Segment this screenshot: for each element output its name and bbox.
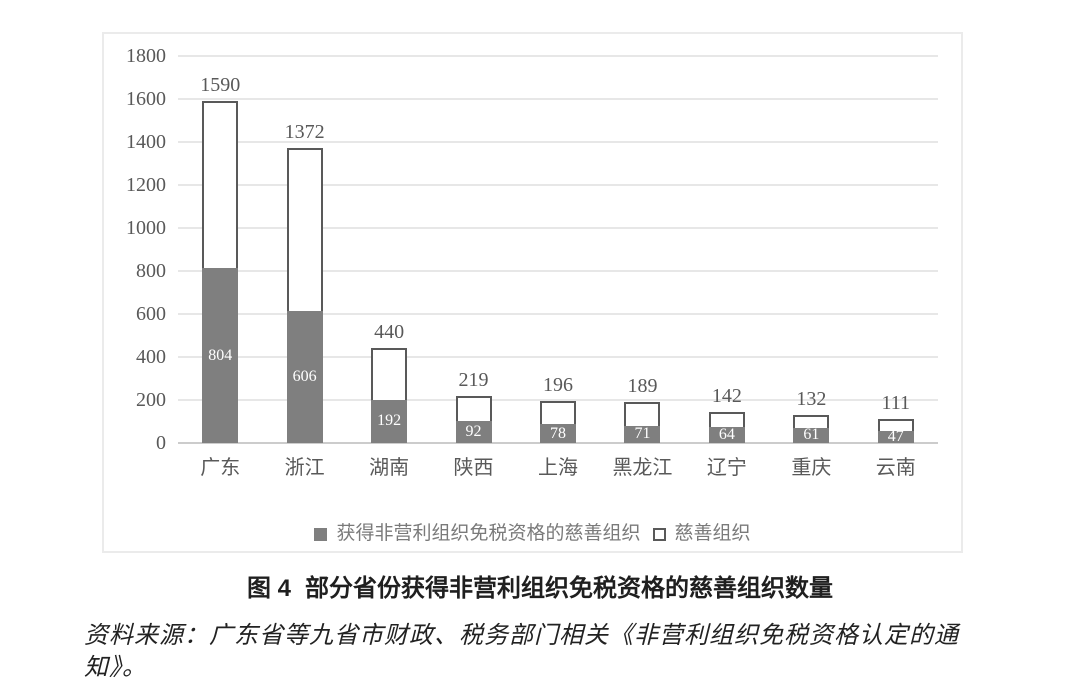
y-axis-tick-label: 800	[136, 260, 166, 282]
legend-item: 慈善组织	[652, 521, 751, 547]
bar-exempt-segment: 47	[877, 427, 914, 445]
y-axis-tick-label: 1200	[126, 174, 166, 196]
y-axis-tick-label: 400	[136, 346, 166, 368]
bar-total-辽宁: 64	[708, 412, 745, 444]
bar-exempt-value-label: 64	[718, 426, 735, 444]
y-axis-tick-label: 1000	[126, 217, 166, 239]
y-axis-tick-label: 200	[136, 389, 166, 411]
bar-total-value-label: 142	[711, 385, 742, 408]
bar-total-value-label: 189	[627, 375, 658, 398]
y-axis-tick-label: 600	[136, 303, 166, 325]
bar-total-广东: 804	[202, 101, 239, 443]
bar-exempt-segment: 61	[793, 426, 830, 444]
figure-caption: 图 4 部分省份获得非营利组织免税资格的慈善组织数量	[0, 574, 1080, 604]
bar-exempt-segment: 71	[624, 425, 661, 443]
bar-exempt-value-label: 78	[550, 424, 566, 442]
bar-total-上海: 78	[540, 400, 576, 443]
figure-title: 部分省份获得非营利组织免税资格的慈善组织数量	[305, 575, 833, 602]
figure-label: 图 4	[246, 575, 291, 602]
bar-total-重庆: 61	[793, 414, 830, 444]
bar-total-value-label: 132	[796, 387, 827, 410]
bar-total-云南: 47	[877, 419, 914, 445]
legend-label: 获得非营利组织免税资格的慈善组织	[336, 523, 641, 544]
x-axis-category-label: 陕西	[453, 457, 494, 479]
y-axis-tick-label: 1800	[126, 45, 166, 67]
gridline	[178, 356, 938, 358]
y-axis-tick-label: 0	[156, 432, 166, 454]
gridline	[178, 184, 938, 186]
bar-total-湖南: 192	[371, 348, 408, 443]
gridline	[178, 98, 938, 100]
bar-exempt-segment: 78	[540, 424, 576, 443]
bar-total-value-label: 1372	[284, 121, 325, 144]
bar-total-黑龙江: 71	[624, 402, 661, 443]
bar-exempt-value-label: 804	[208, 346, 233, 364]
bar-total-value-label: 440	[374, 321, 405, 344]
legend-swatch-filled-icon	[314, 527, 328, 541]
gridline	[178, 313, 938, 315]
bar-exempt-segment: 92	[455, 421, 492, 443]
plot-area: 0 200 400 600 800 1000 1200 1400 1600 1800 804 1590…	[126, 45, 938, 479]
bar-exempt-segment: 804	[202, 268, 239, 443]
x-axis-baseline	[178, 442, 938, 444]
bar-exempt-value-label: 606	[292, 367, 317, 385]
x-axis-category-label: 广东	[200, 457, 241, 479]
x-axis-category-label: 重庆	[791, 457, 832, 479]
bar-total-value-label: 196	[542, 373, 573, 396]
bar-exempt-value-label: 192	[377, 412, 402, 430]
bar-total-value-label: 111	[881, 392, 911, 415]
bar-exempt-value-label: 47	[887, 427, 904, 445]
x-axis-category-label: 黑龙江	[612, 457, 673, 479]
x-axis-category-label: 湖南	[369, 457, 410, 479]
bar-total-浙江: 606	[286, 148, 323, 443]
source-note: 资料来源：广东省等九省市财政、税务部门相关《非营利组织免税资格认定的通知》。	[84, 623, 959, 679]
x-axis-category-label: 上海	[537, 457, 578, 479]
x-axis-category-label: 辽宁	[706, 457, 747, 479]
y-axis-tick-label: 1600	[126, 88, 166, 110]
bar-total-value-label: 219	[458, 368, 489, 391]
bar-exempt-segment: 64	[708, 426, 745, 444]
bar-exempt-value-label: 71	[634, 425, 651, 443]
legend-item: 获得非营利组织免税资格的慈善组织	[314, 521, 641, 547]
gridline	[178, 270, 938, 272]
bar-total-陕西: 92	[455, 395, 492, 443]
gridline	[178, 141, 938, 143]
bar-exempt-segment: 606	[286, 310, 323, 443]
gridline	[178, 227, 938, 229]
chart-area: 0 200 400 600 800 1000 1200 1400 1600 1800 804 1590…	[102, 32, 963, 553]
legend-swatch-open-icon	[652, 527, 666, 541]
x-axis-category-label: 云南	[875, 457, 916, 479]
bar-total-value-label: 1590	[200, 74, 241, 97]
y-axis-tick-label: 1400	[126, 131, 166, 153]
gridline	[178, 399, 938, 401]
legend-label: 慈善组织	[674, 523, 751, 544]
gridline	[178, 55, 938, 57]
bar-exempt-value-label: 92	[465, 423, 482, 441]
bar-exempt-value-label: 61	[803, 426, 820, 444]
bar-exempt-segment: 192	[371, 399, 408, 443]
chart-legend: 获得非营利组织免税资格的慈善组织 慈善组织	[104, 521, 961, 547]
x-axis-category-label: 浙江	[284, 457, 325, 479]
